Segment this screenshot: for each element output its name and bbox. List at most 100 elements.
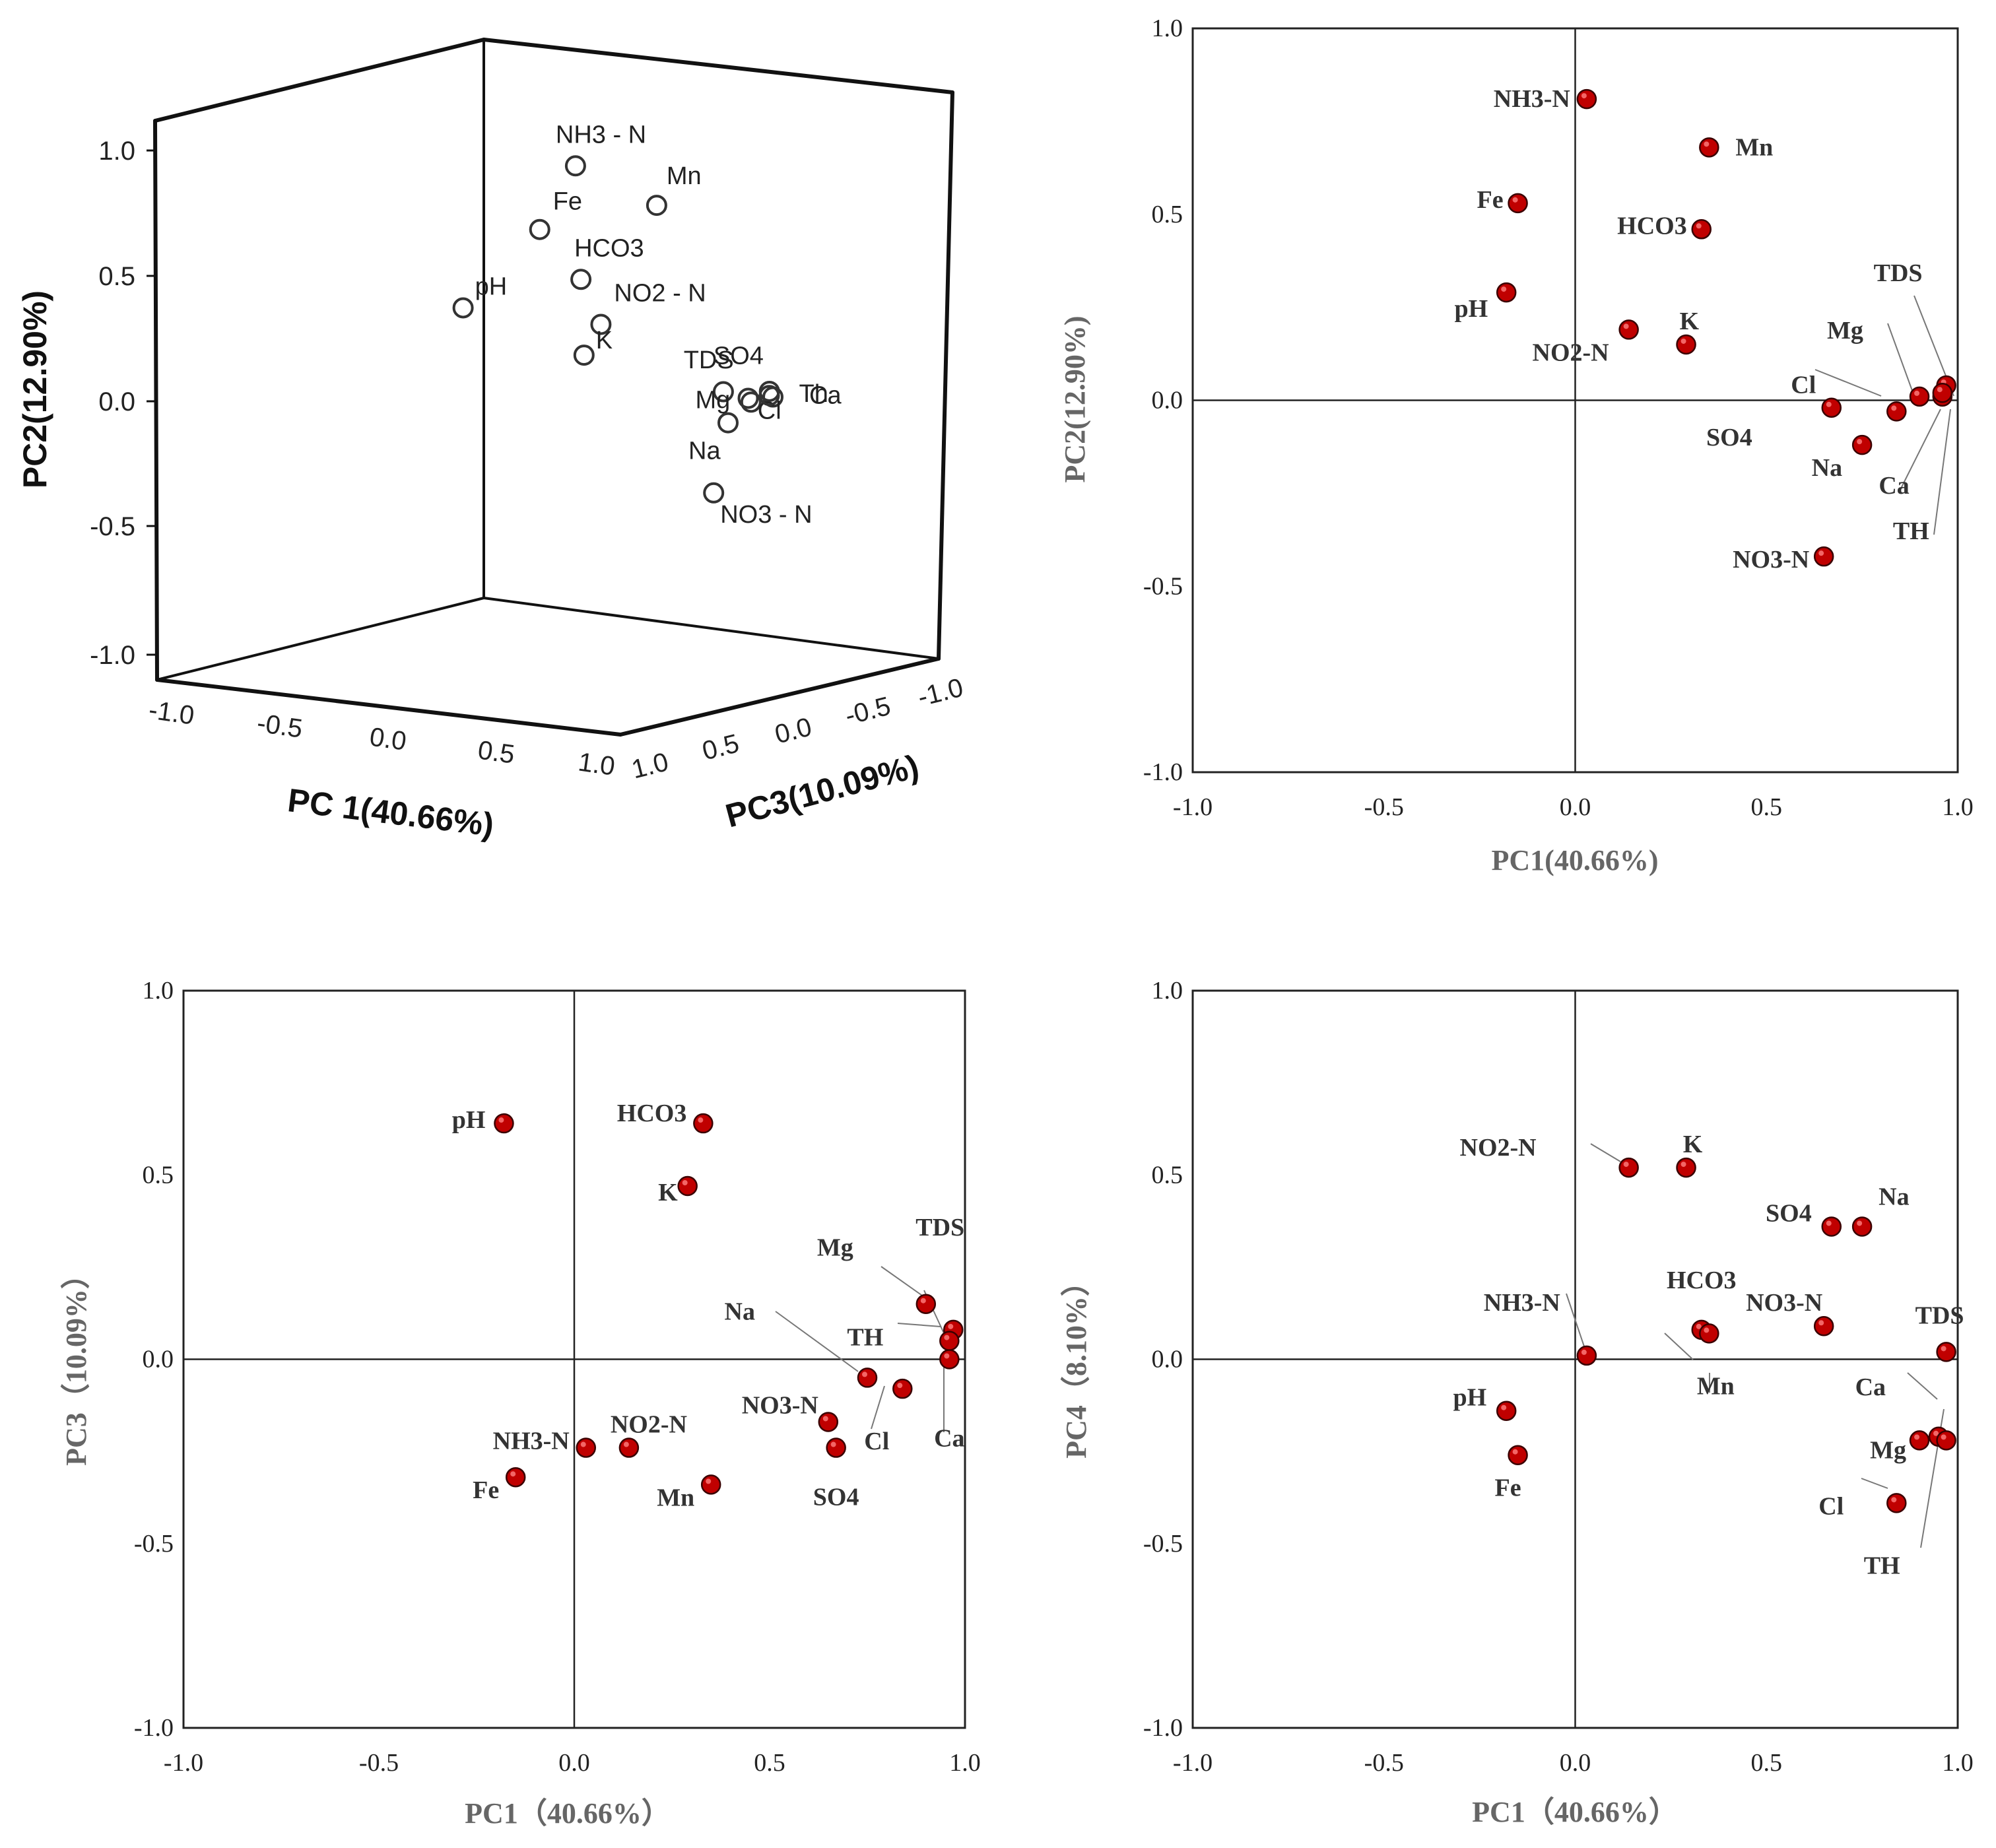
- leader-line-ca: [1900, 409, 1941, 489]
- point-label-mg: Mg: [696, 387, 731, 414]
- point-mg: [737, 387, 759, 409]
- point-label-fe: Fe: [473, 1476, 499, 1504]
- point-no2-n: [618, 1437, 640, 1458]
- point-label-no2-n: NO2 - N: [614, 279, 706, 307]
- point-cl: [892, 1378, 913, 1399]
- point-mn: [1699, 137, 1719, 158]
- point-ph: [452, 297, 474, 319]
- y-axis-title: PC3（10.09%）: [60, 1260, 92, 1466]
- point-label-k: K: [658, 1179, 678, 1206]
- x-tick-label: -0.5: [359, 1749, 399, 1777]
- y-tick-label: 1.0: [1152, 977, 1183, 1005]
- point-k: [677, 1175, 698, 1197]
- point-na: [1851, 1216, 1873, 1237]
- x-tick-label: 0.0: [558, 1749, 590, 1777]
- y-tick-label: -0.5: [1143, 572, 1183, 600]
- leader-line-hco3: [1664, 1333, 1694, 1360]
- point-highlight: [1704, 141, 1710, 147]
- point-na: [1851, 434, 1873, 455]
- point-mn: [700, 1474, 721, 1495]
- point-label-no2-n: NO2-N: [611, 1411, 687, 1439]
- point-label-no3-n: NO3-N: [742, 1391, 818, 1419]
- y-tick-label: 0.0: [143, 1346, 174, 1373]
- pca-3d-loading-plot: 1.0 0.5 0.0 -0.5 -1.0 PC2(12.90%) -1.0 -0.5 0.0 0…: [17, 38, 966, 843]
- point-highlight: [862, 1371, 867, 1377]
- y-tick-label: -1.0: [90, 641, 135, 670]
- point-k: [1676, 334, 1696, 355]
- point-label-ca: Ca: [809, 382, 842, 410]
- point-highlight: [948, 1323, 954, 1329]
- point-label-th: TH: [847, 1324, 883, 1352]
- point-label-tds: TDS: [915, 1214, 964, 1241]
- point-highlight: [1581, 1349, 1587, 1355]
- point-na: [717, 412, 739, 434]
- x-tick-label: 0.0: [368, 722, 408, 756]
- point-mg: [1909, 1430, 1930, 1451]
- y-tick-label: -1.0: [1143, 758, 1183, 786]
- point-label-so4: SO4: [813, 1484, 859, 1511]
- point-no3-n: [818, 1412, 839, 1432]
- point-nh3-n: [1576, 88, 1597, 110]
- point-hco3: [693, 1113, 714, 1134]
- point-highlight: [1680, 1162, 1686, 1168]
- x-axis-title: PC 1(40.66%): [286, 781, 496, 843]
- point-label-hco3: HCO3: [574, 234, 644, 262]
- point-label-ca: Ca: [934, 1425, 964, 1453]
- point-label-tds: TDS: [684, 346, 734, 374]
- leader-line-mg: [881, 1266, 925, 1298]
- point-label-no2-n: NO2-N: [1460, 1134, 1537, 1162]
- pc1-pc3-loading-plot: -1.0 -0.5 0.0 0.5 1.0 1.0 0.5 0.0 -0.5 -1.0 PC1（40…: [60, 977, 981, 1830]
- cube-edge: [937, 90, 954, 661]
- point-mg: [1909, 386, 1930, 407]
- leader-line-cl: [1861, 1478, 1888, 1489]
- point-label-fe: Fe: [1477, 186, 1503, 214]
- point-label-mg: Mg: [1827, 317, 1863, 345]
- point-highlight: [1826, 401, 1832, 407]
- point-label-k: K: [1683, 1131, 1703, 1158]
- point-no2-n: [1618, 1157, 1639, 1178]
- point-th: [1932, 382, 1953, 403]
- point-fe: [529, 218, 550, 240]
- point-nh3-n: [564, 155, 586, 177]
- y-tick-label: -1.0: [134, 1714, 174, 1742]
- point-label-ph: pH: [475, 273, 508, 300]
- point-label-ca: Ca: [1855, 1373, 1886, 1401]
- x-tick-label: -0.5: [1364, 793, 1404, 821]
- y-tick-label: 0.0: [1152, 387, 1183, 414]
- cube-edge: [156, 597, 485, 681]
- point-label-nh3-n: NH3 - N: [556, 121, 646, 148]
- point-highlight: [1696, 1323, 1702, 1329]
- point-highlight: [1857, 439, 1863, 445]
- point-label-cl: Cl: [1818, 1492, 1844, 1520]
- x-tick-label: 1.0: [576, 747, 616, 781]
- point-highlight: [944, 1353, 950, 1359]
- point-highlight: [1937, 387, 1943, 393]
- x-tick-label: -1.0: [1173, 793, 1213, 821]
- point-highlight: [623, 1441, 629, 1447]
- y-axis-title: PC2(12.90%): [17, 290, 53, 488]
- point-label-ca: Ca: [1879, 472, 1909, 500]
- point-highlight: [1933, 1430, 1939, 1436]
- y-axis-title: PC2(12.90%): [1059, 316, 1091, 483]
- y-tick-label: 0.0: [98, 387, 135, 416]
- point-label-tds: TDS: [1915, 1302, 1964, 1329]
- point-highlight: [822, 1416, 828, 1422]
- x-tick-label: -1.0: [147, 696, 196, 731]
- y-tick-label: -0.5: [134, 1530, 174, 1558]
- y-tick-label: 1.0: [98, 137, 135, 166]
- point-mg: [915, 1294, 937, 1314]
- point-label-th: Th: [799, 380, 828, 408]
- point-label-mn: Mn: [667, 162, 702, 190]
- point-label-no3-n: NO3-N: [1746, 1289, 1822, 1317]
- pc1-pc2-loading-plot: -1.0 -0.5 0.0 0.5 1.0 1.0 0.5 0.0 -0.5 -1.0 PC1(40…: [1059, 15, 1974, 876]
- leader-line-cl: [871, 1385, 885, 1430]
- leader-line-cl: [1814, 369, 1882, 397]
- point-highlight: [698, 1117, 704, 1123]
- point-highlight: [1818, 1320, 1824, 1326]
- point-label-cl: Cl: [1791, 371, 1816, 399]
- x-tick-label: 0.5: [754, 1749, 785, 1777]
- leader-line-no2-n: [1590, 1143, 1621, 1162]
- y-tick-label: 0.5: [1152, 1161, 1183, 1189]
- cube-edge: [618, 657, 941, 737]
- point-no2-n: [590, 314, 612, 335]
